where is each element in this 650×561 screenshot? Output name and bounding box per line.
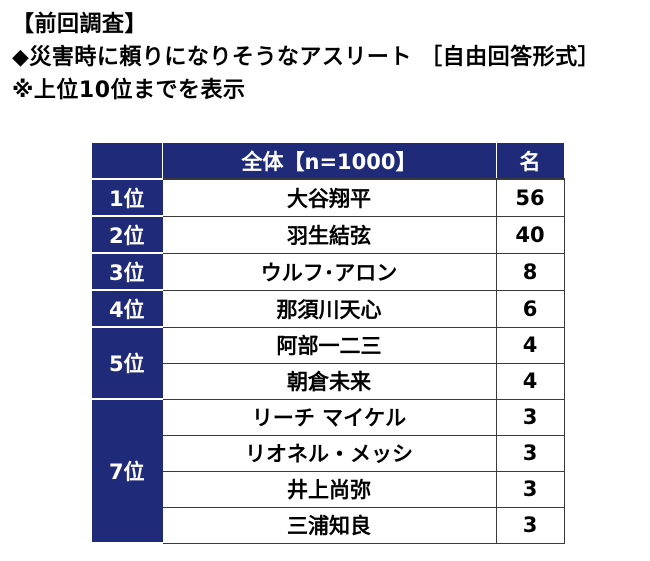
mention-count: 3 [496, 434, 565, 472]
ranking-table: 全体【n=1000】 名 1位 大谷翔平 56 2位 羽生結弦 40 3位 ウル… [92, 142, 565, 544]
table-row: 1位 大谷翔平 56 [92, 178, 565, 217]
table-row: 5位 阿部一二三 4 [92, 326, 565, 400]
mention-count: 6 [496, 289, 565, 328]
table-row: 3位 ウルフ･アロン 8 [92, 252, 565, 291]
mention-count: 3 [496, 506, 565, 544]
table-row: 2位 羽生結弦 40 [92, 215, 565, 254]
table-row: 井上尚弥 3 [92, 470, 565, 508]
question-title: ◆災害時に頼りになりそうなアスリート ［自由回答形式］ [12, 45, 601, 70]
mention-count: 8 [496, 252, 565, 291]
survey-label: 【前回調査】 [12, 12, 148, 37]
athlete-name: 羽生結弦 [161, 215, 497, 254]
header-unit: 名 [495, 142, 565, 180]
table-row: 朝倉未来 4 [92, 362, 565, 400]
mention-count: 4 [496, 326, 565, 364]
athlete-name: リオネル・メッシ [161, 434, 497, 472]
athlete-name: リーチ マイケル [161, 398, 497, 436]
mention-count: 4 [496, 362, 565, 400]
header-group: 全体【n=1000】 [161, 142, 497, 180]
rank-cell: 3位 [92, 252, 163, 291]
heading: 【前回調査】 ◆災害時に頼りになりそうなアスリート ［自由回答形式］ ※上位10… [12, 8, 600, 107]
athlete-name: ウルフ･アロン [161, 252, 497, 291]
athlete-name: 大谷翔平 [161, 178, 497, 217]
table-row: 三浦知良 3 [92, 506, 565, 544]
rank-cell: 2位 [92, 215, 163, 254]
table-row: 4位 那須川天心 6 [92, 289, 565, 328]
athlete-name: 阿部一二三 [161, 326, 497, 364]
mention-count: 3 [496, 470, 565, 508]
athlete-name: 三浦知良 [161, 506, 497, 544]
rank-cell: 7位 [92, 398, 163, 544]
display-note: ※上位10位までを表示 [12, 78, 246, 103]
mention-count: 3 [496, 398, 565, 436]
table-row: リオネル・メッシ 3 [92, 434, 565, 472]
table-row: 7位 リーチ マイケル 3 [92, 398, 565, 544]
athlete-name: 那須川天心 [161, 289, 497, 328]
rank-cell: 4位 [92, 289, 163, 328]
table-header-row: 全体【n=1000】 名 [92, 142, 565, 180]
mention-count: 56 [496, 178, 565, 217]
rank-cell: 1位 [92, 178, 163, 217]
athlete-name: 井上尚弥 [161, 470, 497, 508]
mention-count: 40 [496, 215, 565, 254]
rank-cell: 5位 [92, 326, 163, 400]
athlete-name: 朝倉未来 [161, 362, 497, 400]
header-blank [92, 142, 162, 179]
